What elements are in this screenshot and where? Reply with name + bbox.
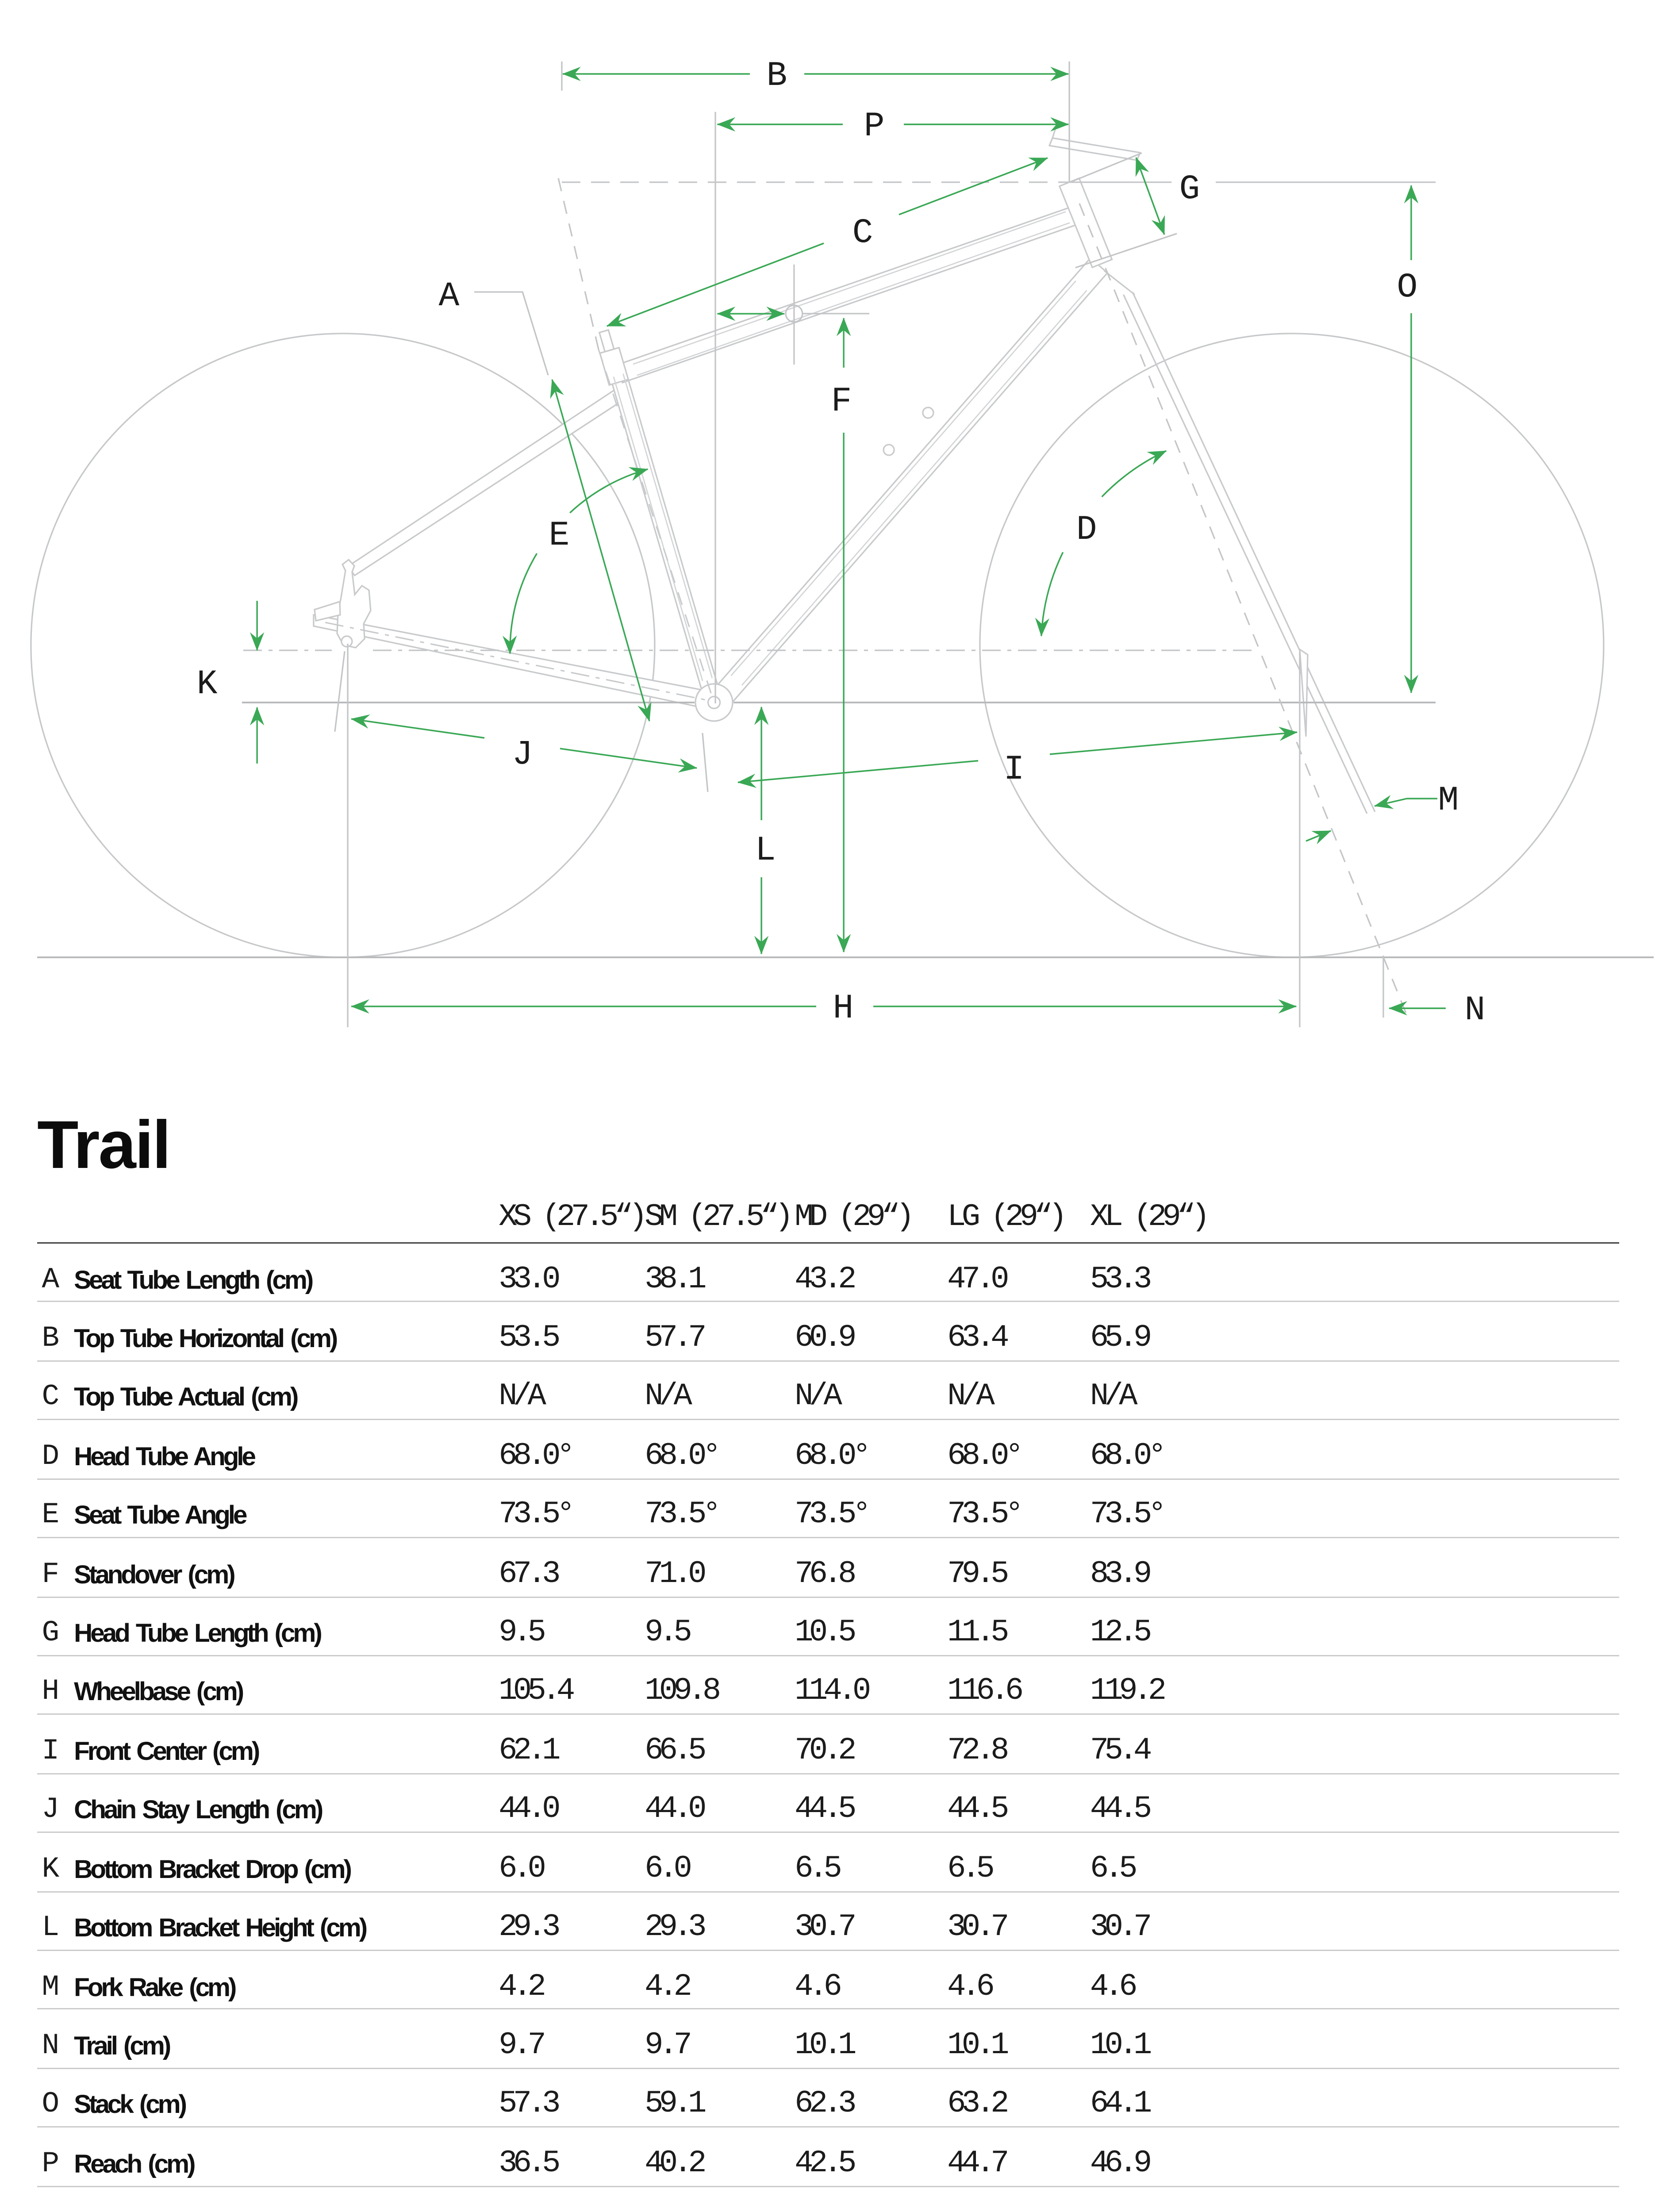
svg-text:O: O (1397, 268, 1417, 307)
svg-text:L: L (755, 831, 776, 870)
svg-text:G: G (1179, 170, 1200, 209)
svg-text:P: P (864, 107, 885, 146)
svg-text:K: K (197, 665, 218, 704)
svg-text:N: N (1464, 991, 1485, 1030)
svg-text:A: A (438, 277, 459, 316)
svg-text:M: M (1438, 781, 1459, 820)
svg-text:C: C (853, 214, 873, 253)
svg-text:J: J (512, 735, 533, 774)
svg-text:E: E (549, 516, 569, 555)
svg-text:D: D (1076, 511, 1097, 549)
svg-text:F: F (831, 382, 852, 421)
svg-text:H: H (833, 989, 853, 1028)
svg-text:I: I (1004, 750, 1025, 789)
svg-text:B: B (766, 57, 787, 96)
